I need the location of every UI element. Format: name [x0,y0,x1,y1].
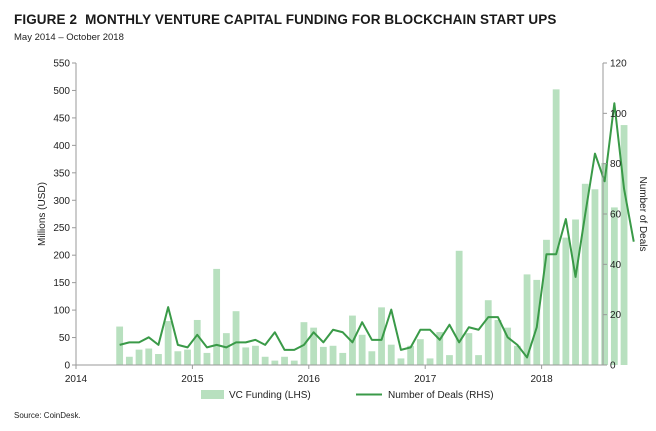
bar-vc-funding-Jan-17 [426,358,434,365]
right-tick-label: 120 [610,59,627,70]
number-of-deals-line [119,102,635,359]
left-tick-label: 300 [53,196,70,207]
bar-vc-funding-Apr-16 [339,352,347,365]
bar-vc-funding-Aug-15 [261,356,269,365]
bar-vc-funding-Dec-14 [184,349,191,365]
left-tick-label: 550 [53,59,70,70]
bar-vc-funding-Jun-17 [475,355,482,365]
left-tick-label: 350 [53,168,70,179]
bar-vc-funding-Feb-18 [552,89,560,366]
bar-vc-funding-Sep-18 [620,125,628,365]
x-tick-label: 2014 [65,374,88,385]
bar-vc-funding-Mar-16 [329,345,337,365]
bar-vc-funding-Apr-18 [572,219,579,365]
chart-legend: VC Funding (LHS) Number of Deals (RHS) [201,390,494,401]
bar-vc-funding-Feb-17 [436,332,444,365]
bar-vc-funding-Apr-17 [455,250,463,365]
bar-vc-funding-Sep-17 [504,327,512,365]
bar-vc-funding-Sep-15 [271,360,279,365]
bar-vc-funding-Aug-16 [378,307,385,365]
x-tick-label: 2015 [181,374,204,385]
left-tick-label: 200 [53,251,70,262]
bar-vc-funding-Mar-15 [213,268,221,365]
bar-vc-funding-Jan-18 [543,239,550,365]
source-note: Source: CoinDesk. [14,411,81,420]
figure-title: MONTHLY VENTURE CAPITAL FUNDING FOR BLOC… [85,12,557,27]
bar-vc-funding-Feb-15 [203,352,211,365]
bar-vc-funding-Dec-16 [416,339,424,365]
bar-vc-funding-Feb-16 [319,346,327,365]
chart-title: FIGURE 2 MONTHLY VENTURE CAPITAL FUNDING … [14,12,556,27]
left-tick-label: 250 [53,223,70,234]
legend-label-number-of-deals: Number of Deals (RHS) [388,390,494,401]
bar-vc-funding-Jun-15 [242,347,250,365]
bar-vc-funding-Mar-17 [446,355,453,365]
bar-vc-funding-Oct-14 [164,321,172,365]
bar-vc-funding-Nov-17 [523,274,531,365]
bar-vc-funding-May-15 [232,311,240,365]
bar-vc-funding-May-14 [116,326,124,365]
left-tick-label: 0 [64,361,70,372]
legend-label-vc-funding: VC Funding (LHS) [229,390,311,401]
bar-vc-funding-Aug-14 [145,348,153,365]
chart-axes: 0 50 100 150 200 250 300 350 400 450 500 550 0 20 40 60… [53,59,627,386]
left-tick-label: 150 [53,278,70,289]
bar-vc-funding-Jun-14 [125,356,133,365]
left-tick-label: 100 [53,306,70,317]
left-tick-label: 500 [53,86,70,97]
chart-subtitle: May 2014 – October 2018 [14,32,124,43]
left-tick-label: 50 [59,333,71,344]
bar-vc-funding-Jul-15 [252,345,259,365]
bar-vc-funding-May-18 [581,183,589,365]
bar-vc-funding-Oct-17 [513,345,521,365]
bar-vc-funding-Oct-15 [281,356,288,365]
bar-vc-funding-Nov-14 [174,351,182,365]
bar-vc-funding-Apr-15 [222,333,230,365]
right-tick-label: 60 [610,210,622,221]
bar-vc-funding-May-17 [465,333,473,365]
bar-vc-funding-Jul-16 [368,351,376,365]
bar-vc-funding-Jan-16 [310,327,318,365]
bar-vc-funding-Jul-14 [135,349,143,365]
right-tick-label: 40 [610,260,622,271]
bar-vc-funding-Jun-16 [358,334,366,365]
bar-vc-funding-Aug-17 [494,319,502,365]
right-tick-label: 80 [610,159,622,170]
x-tick-label: 2017 [414,374,437,385]
bar-vc-funding-Jan-15 [193,319,201,365]
vc-funding-bars [116,89,628,366]
figure-label: FIGURE 2 [14,12,78,27]
right-tick-label: 0 [610,361,616,372]
right-tick-label: 100 [610,109,627,120]
bar-vc-funding-Jun-18 [591,189,599,365]
bar-vc-funding-Nov-15 [290,360,298,365]
right-tick-label: 20 [610,310,622,321]
bar-vc-funding-Sep-14 [155,354,162,365]
left-tick-label: 450 [53,113,70,124]
right-axis-title: Number of Deals [637,176,648,251]
legend-swatch-vc-funding [201,390,224,399]
x-tick-label: 2018 [530,374,553,385]
bar-vc-funding-Jul-17 [484,300,492,365]
left-tick-label: 400 [53,141,70,152]
bar-vc-funding-Mar-18 [562,237,570,365]
bar-vc-funding-Aug-18 [610,207,618,365]
bar-vc-funding-Nov-16 [407,345,415,365]
bar-vc-funding-Oct-16 [397,358,405,365]
bar-vc-funding-Sep-16 [387,344,395,365]
left-axis-title: Millions (USD) [37,182,48,246]
x-tick-label: 2016 [298,374,321,385]
